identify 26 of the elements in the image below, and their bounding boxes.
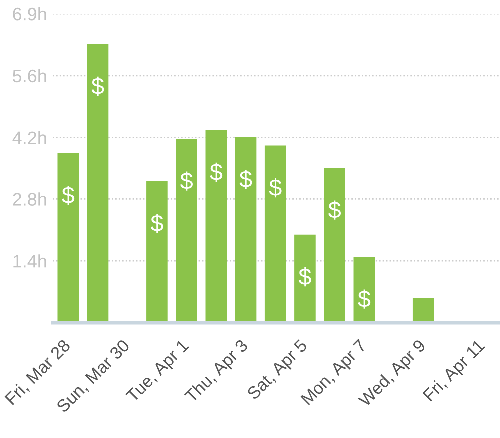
bar [58,153,80,323]
data-label: $ [358,290,371,309]
y-tick-label: 2.8h [13,192,46,206]
bar [146,181,168,323]
data-label: $ [62,186,75,206]
data-label: $ [328,200,341,220]
data-label: $ [240,170,252,190]
data-label: $ [92,76,104,96]
data-label: $ [180,172,193,191]
data-label: $ [210,162,223,182]
data-label: $ [150,214,164,234]
bar [87,44,109,323]
bar [412,298,434,323]
bar [264,146,286,323]
y-tick-label: 1.4h [14,254,46,268]
y-tick-label: 5.6h [13,69,46,83]
y-tick-label: 6.9h [13,7,46,21]
bar [176,139,198,323]
bar [324,168,346,323]
data-label: $ [269,178,282,198]
data-label: $ [298,267,312,287]
bar [206,130,228,323]
y-tick-label: 4.2h [12,131,46,144]
bar [354,257,376,323]
bar [294,234,316,323]
bar [235,137,257,323]
